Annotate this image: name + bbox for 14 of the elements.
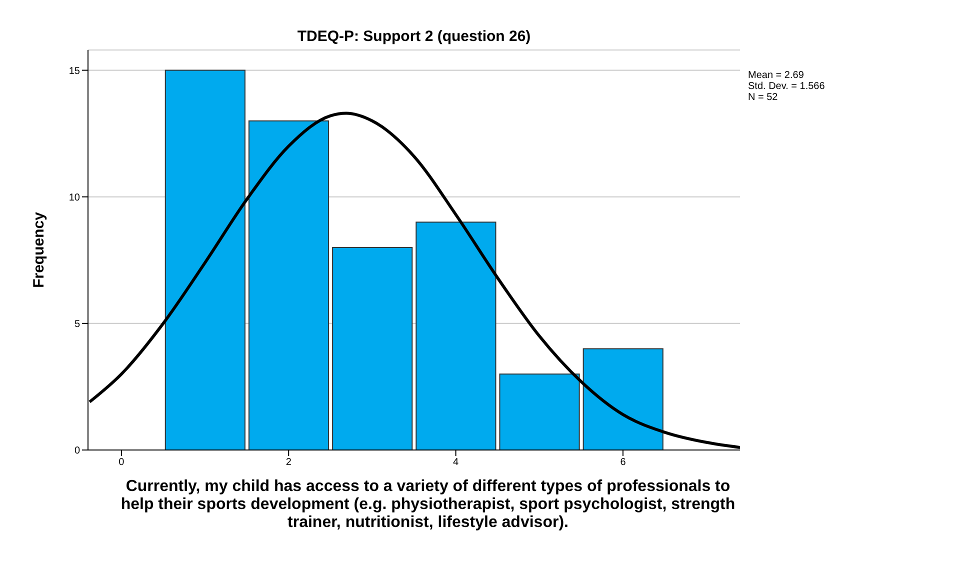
x-tick-label: 4 [453, 457, 460, 468]
y-tick-label: 10 [68, 192, 80, 204]
x-axis-title: Currently, my child has access to a variety of different types of professionals to help their sports development (e.g. physiotherapist, sport psychologist, strength trainer, nutritionist, lifestyle advisor). [120, 478, 736, 532]
x-tick-label: 0 [118, 457, 125, 468]
text: N = 52 [748, 92, 779, 103]
x-tick-label: 2 [286, 457, 292, 468]
y-tick-label: 0 [74, 446, 80, 457]
x-tick-label: 6 [620, 457, 626, 468]
chart-title: TDEQ-P: Support 2 (question 26) [296, 28, 532, 45]
text: Std. Dev. = 1.566 [748, 81, 825, 92]
y-tick-label: 15 [68, 66, 80, 77]
y-axis-title: Frequency [30, 211, 48, 288]
text: Mean = 2.69 [748, 70, 805, 81]
y-tick-label: 5 [74, 318, 80, 330]
